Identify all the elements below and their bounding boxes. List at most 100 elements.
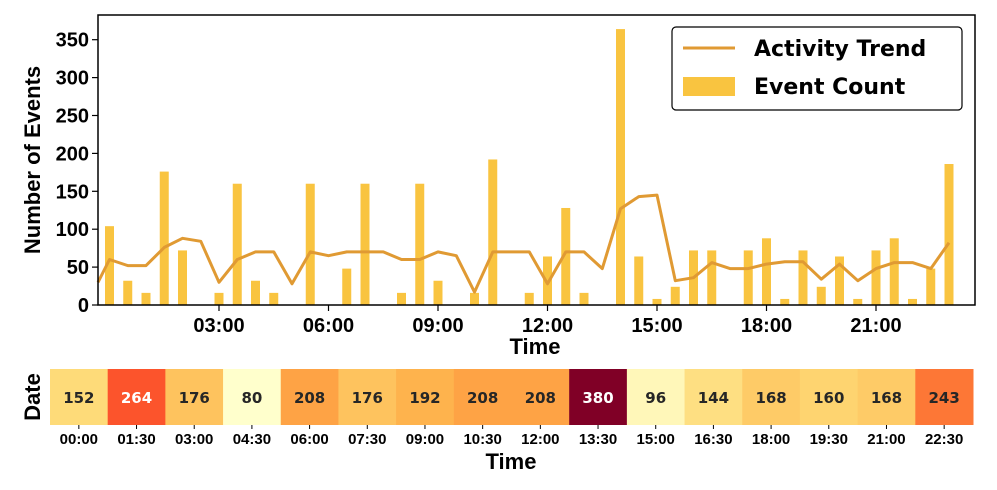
heatmap-value-label: 176 — [352, 389, 383, 407]
heatmap-value-label: 380 — [582, 389, 613, 407]
heatmap-x-tick-label: 16:30 — [694, 431, 732, 448]
heatmap-cell — [453, 369, 512, 425]
heatmap-value-label: 208 — [525, 389, 556, 407]
event-count-bar — [762, 238, 771, 305]
event-count-bar — [433, 280, 443, 305]
activity-trend-line — [96, 193, 951, 294]
heatmap-value-label: 160 — [813, 389, 844, 407]
heatmap-cell — [511, 369, 570, 425]
event-count-bar — [524, 292, 534, 305]
x-axis-ticks: 03:00 06:00 09:00 12:00 15:00 18:00 21:00 — [193, 305, 902, 337]
event-count-bar — [159, 171, 169, 305]
event-count-bar — [908, 298, 917, 305]
heatmap-x-tick-label: 22:30 — [925, 431, 963, 448]
heatmap-value-label: 192 — [409, 389, 440, 407]
event-count-bar — [835, 256, 844, 305]
event-count-bar — [944, 164, 954, 305]
heatmap-value-label: 243 — [929, 389, 960, 407]
heatmap-value-label: 144 — [698, 389, 729, 407]
event-count-bar — [105, 226, 114, 305]
event-count-bars — [105, 29, 954, 305]
x-tick-label: 21:00 — [850, 315, 901, 337]
x-tick-label: 12:00 — [522, 315, 573, 337]
heatmap-cell — [742, 369, 801, 425]
heatmap-value-label: 96 — [645, 389, 666, 407]
event-count-bar — [816, 286, 826, 305]
heatmap-cell — [107, 369, 166, 425]
legend-event-count-swatch — [683, 77, 735, 96]
event-count-bar — [780, 298, 790, 305]
event-chart: 0 50 100 150 200 250 300 350 03:00 06:00 09:00 12:… — [20, 14, 976, 359]
y-tick-label: 100 — [56, 219, 89, 241]
heatmap-cell — [626, 369, 686, 425]
heatmap-x-tick-label: 15:00 — [637, 431, 675, 448]
event-count-bar — [871, 250, 881, 305]
heatmap-cells: 152 264 176 80 208 176 192 208 208 380 96 144 168 160… — [50, 369, 974, 425]
heatmap-cell — [50, 369, 109, 425]
event-count-bar — [123, 280, 133, 305]
event-count-bar — [269, 292, 279, 305]
event-count-bar — [652, 298, 662, 305]
heatmap-x-tick-label: 03:00 — [175, 431, 213, 448]
event-count-bar — [543, 256, 552, 305]
y-tick-label: 50 — [67, 257, 89, 279]
event-count-bar — [178, 250, 187, 305]
heatmap-x-ticks: 00:00 01:30 03:00 04:30 06:00 07:30 09:00 10:30… — [60, 425, 963, 448]
heatmap-value-label: 176 — [179, 389, 210, 407]
y-tick-label: 150 — [56, 181, 89, 203]
heatmap-cell — [223, 369, 282, 425]
event-count-bar — [305, 183, 315, 305]
heatmap-cell — [338, 369, 397, 425]
heatmap-cell — [684, 369, 743, 425]
event-count-bar — [397, 292, 406, 305]
event-count-bar — [561, 207, 571, 305]
event-count-bar — [889, 238, 899, 305]
y-tick-label: 200 — [56, 143, 89, 165]
heatmap-x-tick-label: 00:00 — [60, 431, 98, 448]
legend-box — [671, 26, 963, 111]
legend-activity-trend-label: Activity Trend — [754, 37, 926, 62]
x-tick-label: 18:00 — [741, 315, 792, 337]
heatmap-value-label: 80 — [241, 389, 262, 407]
heatmap-value-label: 264 — [121, 389, 152, 407]
y-axis-ticks: 0 50 100 150 200 250 300 350 — [56, 30, 98, 317]
event-count-bar — [342, 268, 352, 305]
event-count-bar — [214, 292, 224, 305]
y-axis-title: Number of Events — [20, 66, 45, 254]
heatmap-x-tick-label: 04:30 — [233, 431, 271, 448]
x-tick-label: 15:00 — [631, 315, 682, 337]
heatmap-x-tick-label: 18:00 — [752, 431, 790, 448]
heatmap-cell — [280, 369, 339, 425]
event-count-bar — [232, 183, 242, 305]
event-count-bar — [579, 292, 589, 305]
event-count-bar — [488, 159, 498, 305]
x-tick-label: 03:00 — [193, 315, 244, 337]
plot-frame — [97, 14, 976, 306]
x-tick-label: 09:00 — [412, 315, 463, 337]
heatmap-value-label: 168 — [755, 389, 786, 407]
y-tick-label: 0 — [78, 295, 89, 317]
heatmap-x-tick-label: 10:30 — [463, 431, 501, 448]
legend-event-count-label: Event Count — [754, 75, 906, 100]
heatmap-value-label: 208 — [294, 389, 325, 407]
y-tick-label: 350 — [56, 30, 89, 52]
heatmap-x-tick-label: 06:00 — [290, 431, 328, 448]
event-count-bar — [798, 250, 808, 305]
event-count-bar — [926, 268, 936, 305]
heatmap-value-label: 168 — [871, 389, 902, 407]
event-count-bar — [360, 183, 370, 305]
event-count-bar — [853, 298, 863, 305]
heatmap-x-axis-title: Time — [486, 449, 537, 474]
heatmap-cell — [799, 369, 859, 425]
event-count-bar — [470, 292, 479, 305]
heatmap-value-label: 208 — [467, 389, 498, 407]
event-count-bar — [141, 292, 151, 305]
event-count-bar — [616, 29, 625, 305]
x-axis-title: Time — [510, 334, 561, 359]
heatmap-y-axis-title: Date — [20, 373, 45, 421]
heatmap-value-label: 152 — [63, 389, 94, 407]
event-count-bar — [743, 250, 753, 305]
heatmap-cell — [857, 369, 916, 425]
heatmap-x-tick-label: 13:30 — [579, 431, 617, 448]
